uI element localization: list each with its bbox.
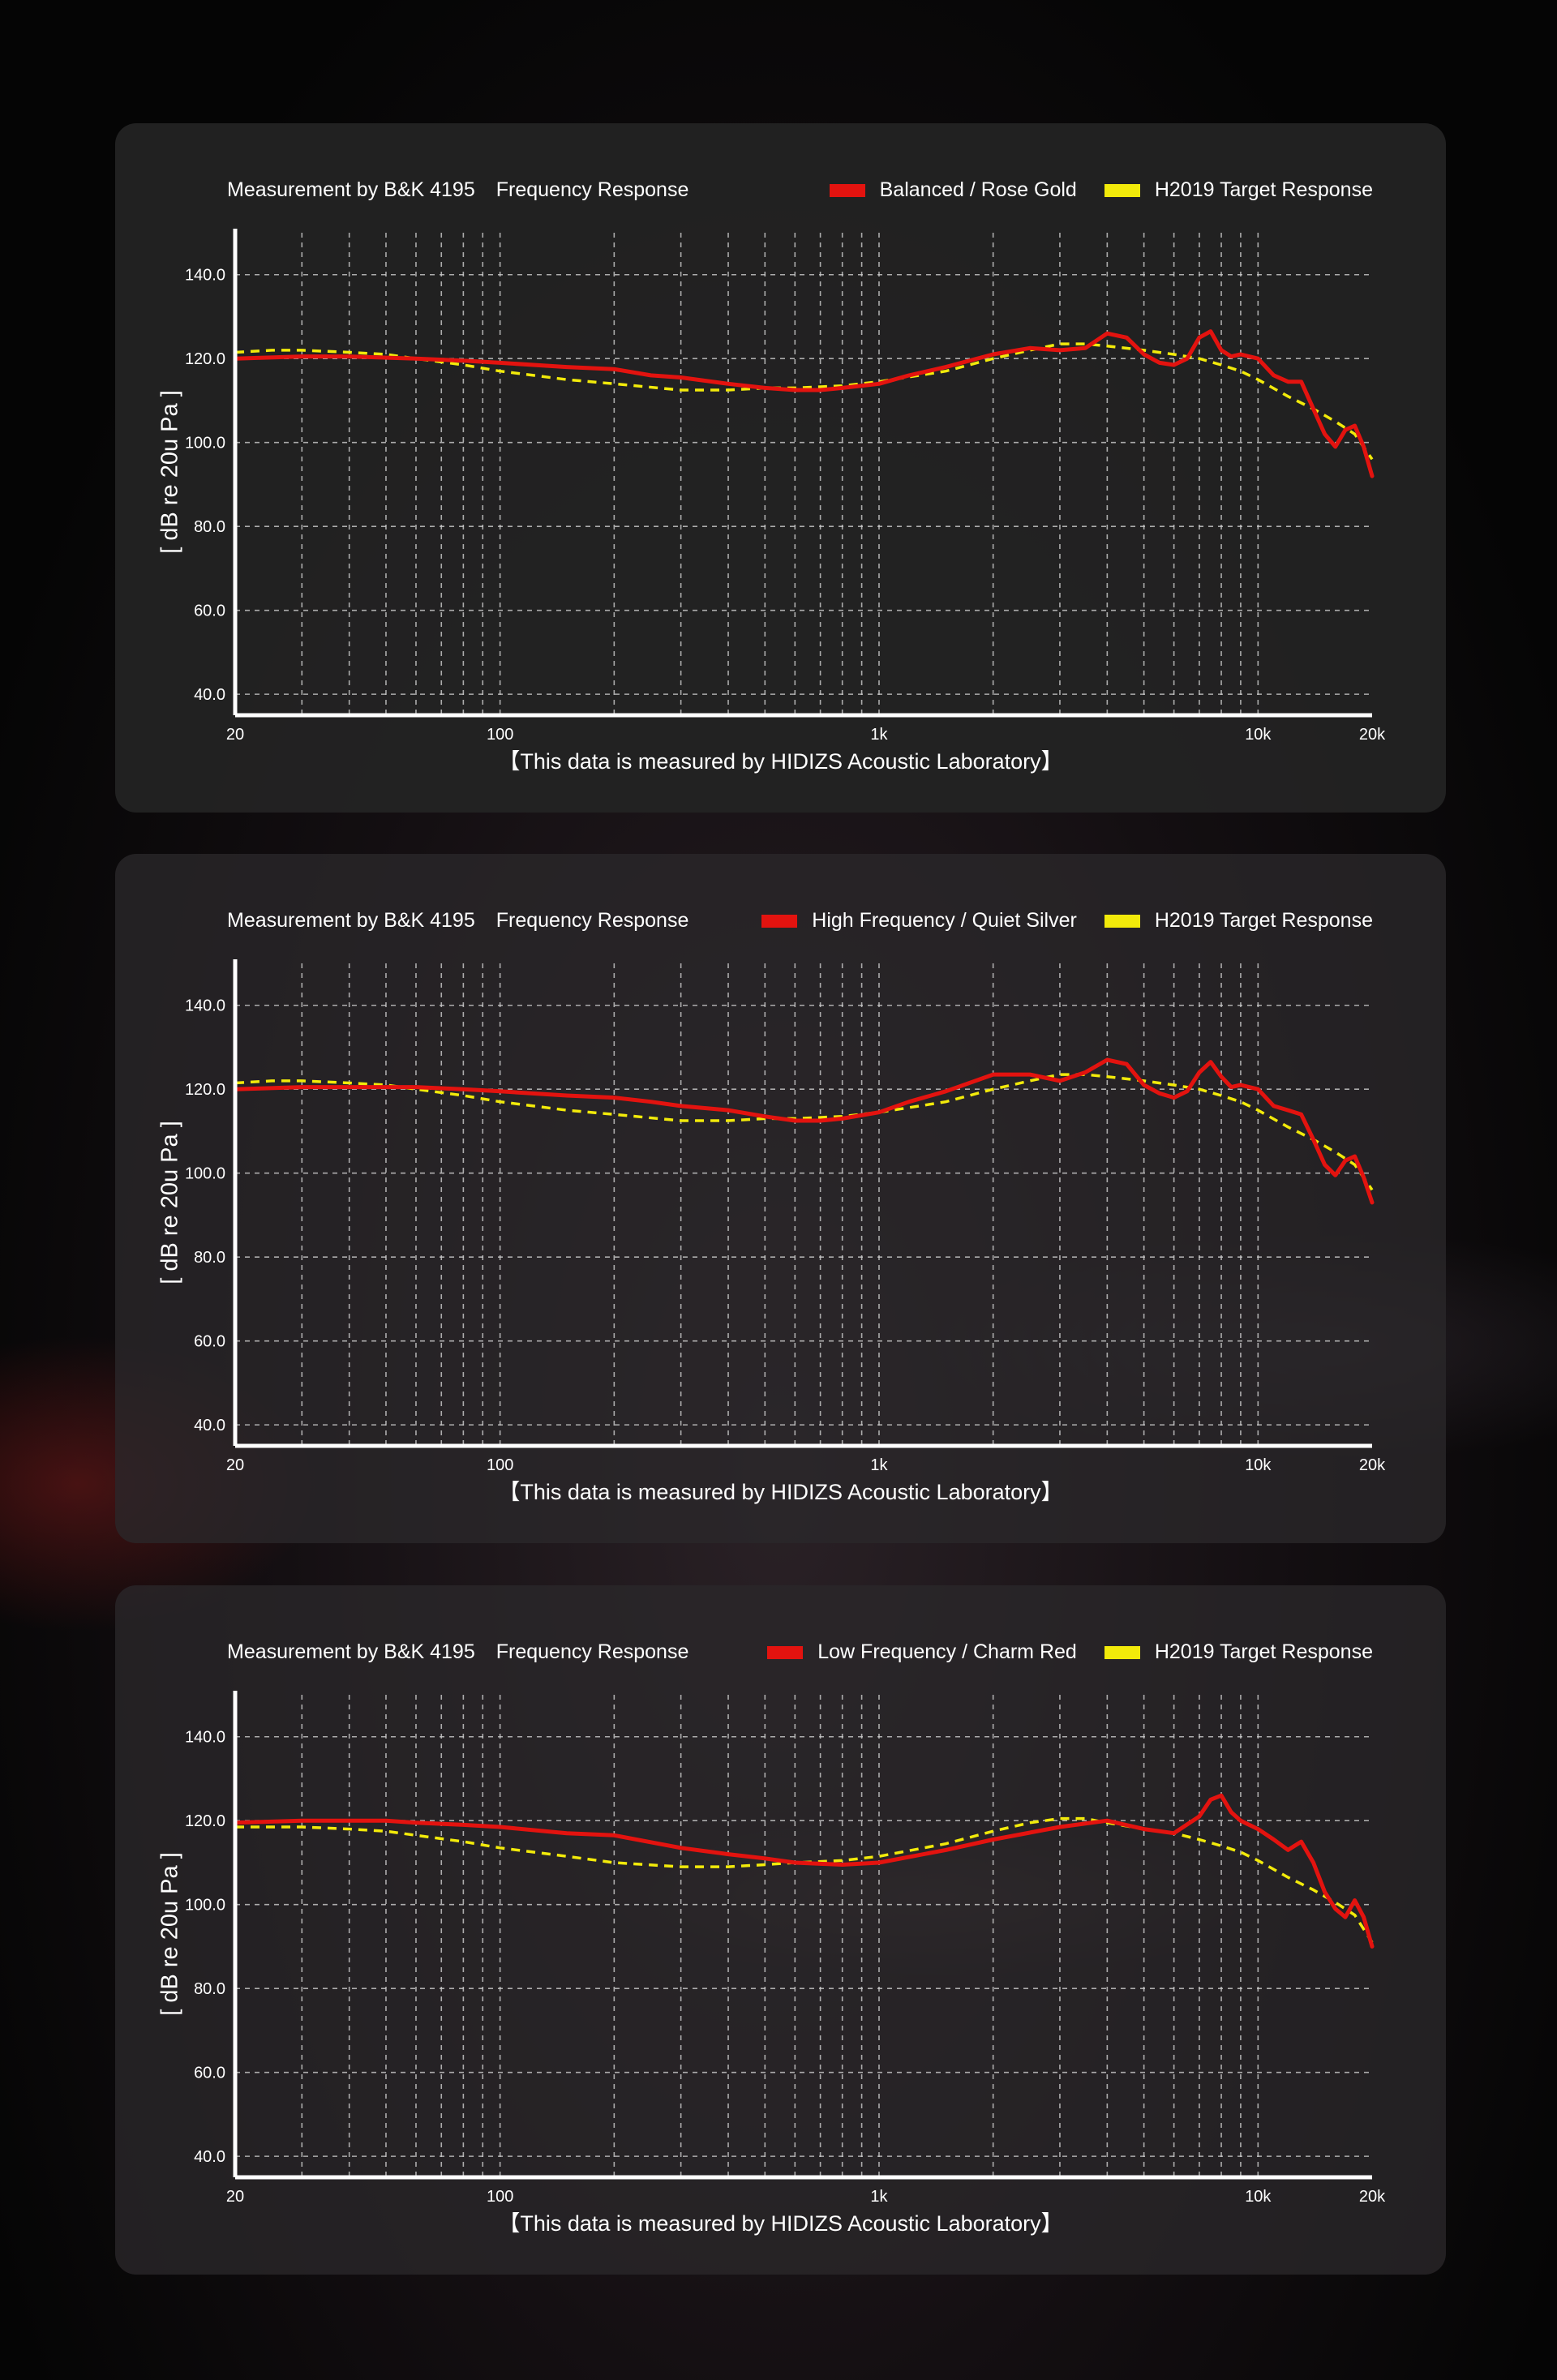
x-tick-label: 10k	[1245, 726, 1272, 740]
panel-header: Measurement by B&K 4195 Frequency Respons…	[115, 1640, 1446, 1670]
series-line-target	[234, 1073, 1374, 1191]
x-tick-label: 1k	[870, 2188, 888, 2202]
y-tick-label: 120.0	[185, 1812, 225, 1830]
y-tick-label: 140.0	[185, 997, 225, 1015]
x-tick-label: 10k	[1245, 2188, 1272, 2202]
series-line-target	[234, 342, 1374, 461]
y-tick-label: 100.0	[185, 435, 225, 452]
frequency-chart: 140.0 120.0 100.0 80.0 60.0 40.0 20 100 1k 10k 20k	[185, 229, 1386, 740]
frequency-chart: 140.0 120.0 100.0 80.0 60.0 40.0 20 100 1k 10k 20k	[185, 1691, 1386, 2202]
x-tick-label: 1k	[870, 1456, 888, 1470]
series-line-measured	[233, 1793, 1375, 1949]
x-tick-label: 100	[487, 2188, 513, 2202]
legend-item-measured: High Frequency / Quiet Silver	[761, 909, 1077, 933]
frequency-chart: 140.0 120.0 100.0 80.0 60.0 40.0 20 100 1k 10k 20k	[185, 959, 1386, 1470]
legend-label-target: H2019 Target Response	[1154, 1640, 1373, 1663]
legend-swatch-target	[1104, 1645, 1140, 1659]
footnote: 【This data is measured by HIDIZS Acousti…	[498, 2211, 1063, 2236]
legend-swatch-measured	[829, 183, 865, 197]
measurement-label: Measurement by B&K 4195 Frequency Respons…	[227, 909, 688, 933]
legend-swatch-target	[1104, 914, 1140, 928]
y-tick-label: 60.0	[194, 1333, 225, 1351]
panel-header: Measurement by B&K 4195 Frequency Respons…	[115, 909, 1446, 938]
y-tick-label: 80.0	[194, 518, 225, 536]
y-tick-label: 80.0	[194, 1980, 225, 1998]
panel-header: Measurement by B&K 4195 Frequency Respons…	[115, 178, 1446, 208]
measurement-text: Measurement by B&K 4195	[227, 178, 475, 201]
frequency-response-text: Frequency Response	[495, 1640, 689, 1663]
x-tick-label: 20	[226, 1456, 244, 1470]
x-tick-label: 20	[226, 2188, 244, 2202]
chart-panel-balanced: Measurement by B&K 4195 Frequency Respons…	[115, 123, 1446, 813]
legend: Low Frequency / Charm Red H2019 Target R…	[740, 1640, 1373, 1664]
frequency-response-text: Frequency Response	[495, 178, 689, 201]
footnote: 【This data is measured by HIDIZS Acousti…	[498, 1480, 1063, 1504]
y-tick-label: 60.0	[194, 603, 225, 620]
y-tick-label: 120.0	[185, 1081, 225, 1099]
x-tick-label: 100	[487, 726, 513, 740]
x-tick-label: 20	[226, 726, 244, 740]
measurement-text: Measurement by B&K 4195	[227, 909, 475, 932]
x-tick-label: 20k	[1359, 1456, 1386, 1470]
y-tick-label: 80.0	[194, 1249, 225, 1267]
y-tick-label: 40.0	[194, 1417, 225, 1434]
legend-item-measured: Low Frequency / Charm Red	[767, 1640, 1077, 1664]
x-tick-label: 1k	[870, 726, 888, 740]
series-line-measured	[233, 329, 1375, 478]
legend-label-target: H2019 Target Response	[1154, 178, 1373, 201]
y-tick-label: 100.0	[185, 1165, 225, 1183]
legend-label-measured: Balanced / Rose Gold	[879, 178, 1077, 201]
series-line-measured	[233, 1057, 1375, 1205]
frequency-response-text: Frequency Response	[495, 909, 689, 932]
y-tick-label: 40.0	[194, 686, 225, 704]
x-tick-label: 20k	[1359, 726, 1386, 740]
legend-swatch-target	[1104, 183, 1140, 197]
legend-item-target: H2019 Target Response	[1104, 909, 1373, 933]
legend-swatch-measured	[767, 1645, 804, 1659]
legend-label-measured: High Frequency / Quiet Silver	[812, 909, 1077, 932]
legend-item-target: H2019 Target Response	[1104, 1640, 1373, 1664]
legend-swatch-measured	[761, 914, 798, 928]
measurement-label: Measurement by B&K 4195 Frequency Respons…	[227, 178, 688, 202]
measurement-text: Measurement by B&K 4195	[227, 1640, 475, 1663]
legend-label-measured: Low Frequency / Charm Red	[817, 1640, 1077, 1663]
y-tick-label: 120.0	[185, 350, 225, 368]
legend-item-target: H2019 Target Response	[1104, 178, 1373, 202]
y-tick-label: 140.0	[185, 1729, 225, 1747]
chart-panel-high-frequency: Measurement by B&K 4195 Frequency Respons…	[115, 854, 1446, 1543]
chart-panel-low-frequency: Measurement by B&K 4195 Frequency Respons…	[115, 1585, 1446, 2275]
y-tick-label: 140.0	[185, 267, 225, 285]
y-tick-label: 100.0	[185, 1897, 225, 1915]
x-tick-label: 20k	[1359, 2188, 1386, 2202]
footnote: 【This data is measured by HIDIZS Acousti…	[498, 749, 1063, 774]
legend: Balanced / Rose Gold H2019 Target Respon…	[802, 178, 1373, 202]
legend: High Frequency / Quiet Silver H2019 Targ…	[734, 909, 1373, 933]
legend-item-measured: Balanced / Rose Gold	[829, 178, 1077, 202]
series-line-target	[235, 1816, 1374, 1944]
x-tick-label: 10k	[1245, 1456, 1272, 1470]
legend-label-target: H2019 Target Response	[1154, 909, 1373, 932]
y-tick-label: 60.0	[194, 2065, 225, 2082]
x-tick-label: 100	[487, 1456, 513, 1470]
y-tick-label: 40.0	[194, 2148, 225, 2166]
measurement-label: Measurement by B&K 4195 Frequency Respons…	[227, 1640, 688, 1664]
